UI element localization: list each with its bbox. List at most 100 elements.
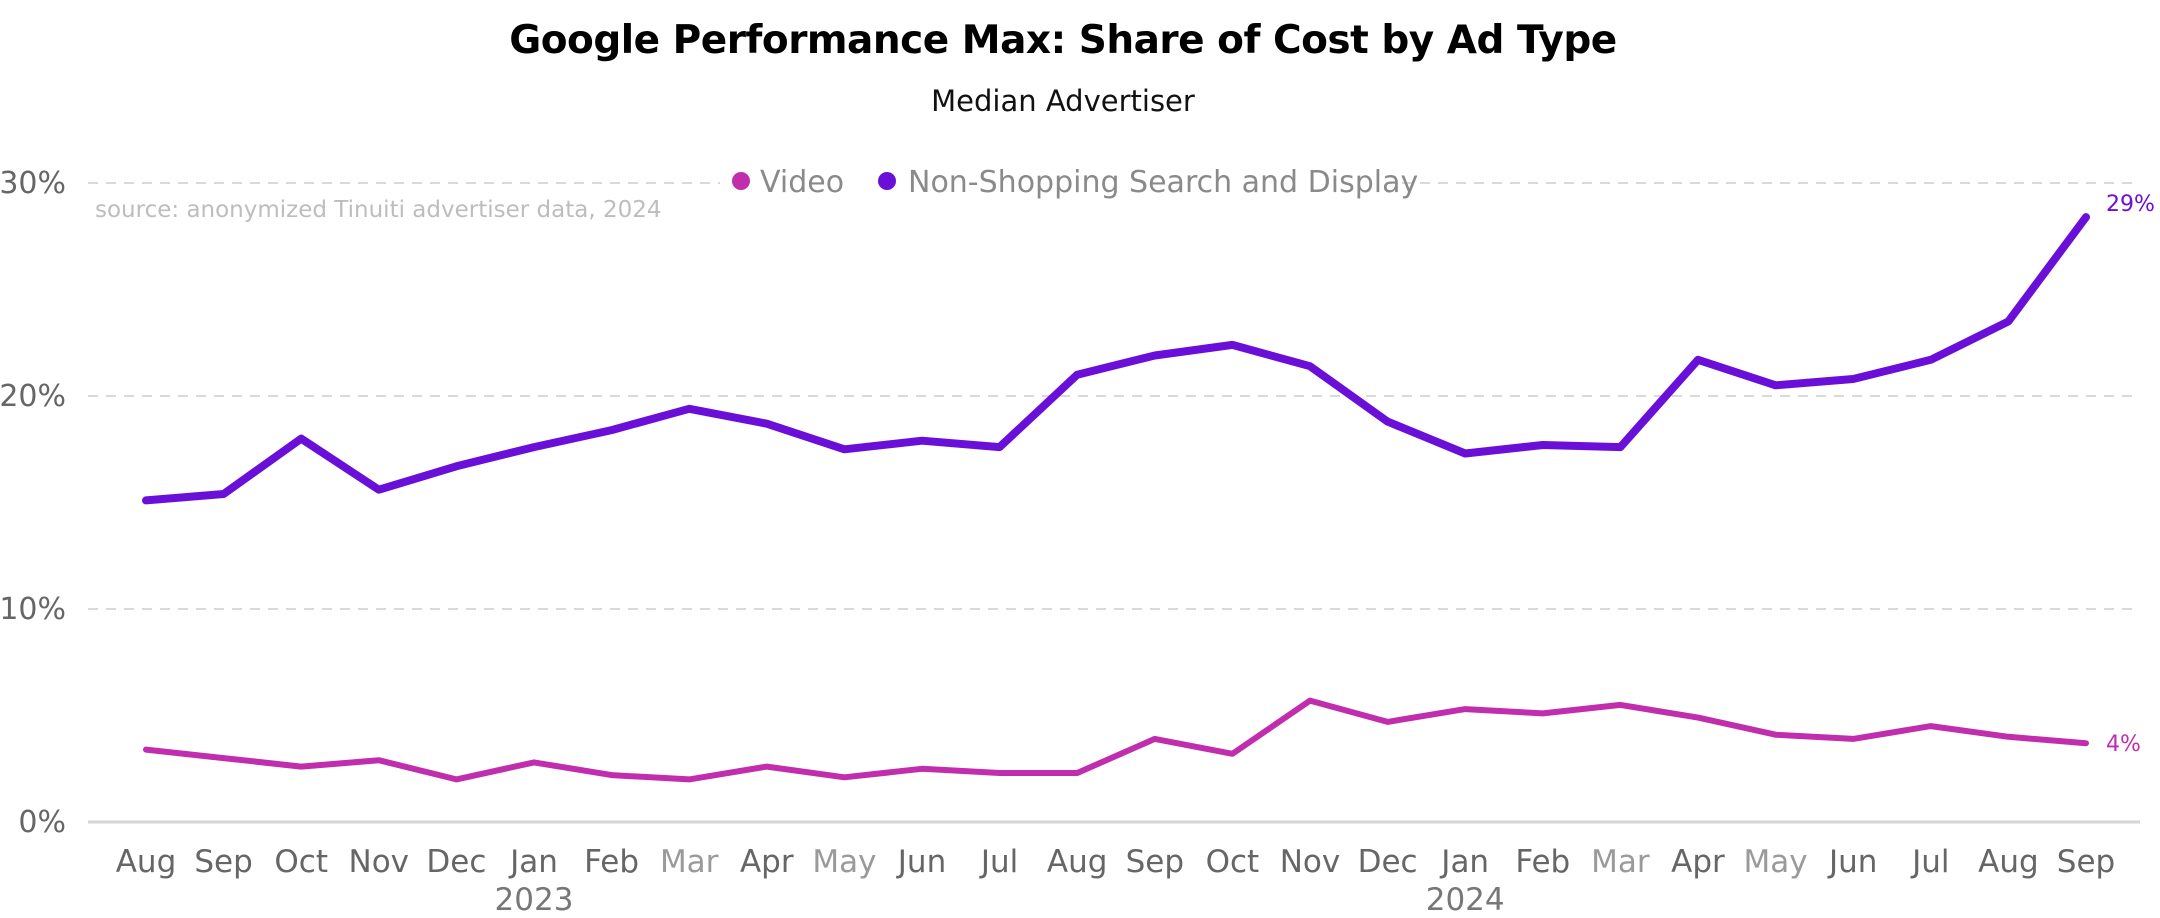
x-tick-label: Oct	[1206, 844, 1260, 880]
x-tick-label: May	[1744, 844, 1808, 880]
data-point	[1074, 770, 1080, 776]
series-lines	[142, 213, 2090, 783]
x-tick-label: Dec	[1358, 844, 1418, 880]
data-point	[2083, 214, 2089, 220]
legend-marker-non-shopping	[878, 172, 896, 190]
data-point	[298, 436, 304, 442]
legend-label-video: Video	[760, 165, 844, 200]
x-tick-label: Nov	[349, 844, 410, 880]
chart-title: Google Performance Max: Share of Cost by…	[509, 18, 1617, 63]
data-point	[764, 421, 770, 427]
data-point	[919, 766, 925, 772]
x-tick-label: Mar	[660, 844, 719, 880]
data-point	[686, 776, 692, 782]
data-point	[531, 444, 537, 450]
legend-label-non-shopping: Non-Shopping Search and Display	[908, 165, 1418, 200]
data-point	[919, 438, 925, 444]
data-point	[1773, 382, 1779, 388]
x-tick-label: Apr	[1671, 844, 1725, 880]
data-point	[841, 774, 847, 780]
x-tick-label: Jul	[979, 844, 1018, 880]
data-point	[298, 764, 304, 770]
y-tick-label: 20%	[0, 379, 66, 414]
year-label: 2023	[495, 882, 574, 918]
data-point	[997, 444, 1003, 450]
data-point	[841, 446, 847, 452]
data-point	[686, 406, 692, 412]
x-tick-label: Jun	[1827, 844, 1877, 880]
end-value-label: 4%	[2106, 732, 2141, 757]
legend-background	[720, 160, 1400, 204]
gridlines	[88, 182, 2140, 824]
data-point	[609, 772, 615, 778]
series-line-non-shopping	[142, 213, 2090, 505]
data-point	[1462, 706, 1468, 712]
data-point	[1152, 736, 1158, 742]
x-tick-label: Oct	[274, 844, 328, 880]
x-tick-label: Sep	[1126, 844, 1184, 880]
data-point	[1152, 353, 1158, 359]
data-point	[453, 776, 459, 782]
x-tick-label: Aug	[1047, 844, 1108, 880]
y-tick-label: 0%	[18, 805, 66, 840]
end-labels: 4% 29%	[2106, 192, 2155, 757]
data-point	[1307, 698, 1313, 704]
data-point	[1229, 342, 1235, 348]
data-point	[1928, 357, 1934, 363]
y-tick-label: 30%	[0, 166, 66, 201]
x-tick-label: Jul	[1910, 844, 1949, 880]
data-point	[1540, 710, 1546, 716]
data-point	[1307, 363, 1313, 369]
data-point	[1617, 702, 1623, 708]
x-tick-label: Mar	[1591, 844, 1650, 880]
data-point	[609, 427, 615, 433]
x-tick-label: Jun	[896, 844, 946, 880]
end-value-label: 29%	[2106, 192, 2155, 217]
x-tick-label: Dec	[426, 844, 486, 880]
data-point	[376, 487, 382, 493]
x-tick-label: Sep	[2057, 844, 2115, 880]
series-line-video	[143, 697, 2089, 783]
x-tick-label: Aug	[1978, 844, 2039, 880]
data-point	[1540, 442, 1546, 448]
data-point	[2005, 734, 2011, 740]
data-point	[1850, 736, 1856, 742]
x-axis: Aug Sep Oct Nov Dec Jan Feb Mar Apr May Jun Jul Aug S…	[116, 844, 2115, 918]
x-tick-label: Jan	[508, 844, 558, 880]
data-point	[2083, 740, 2089, 746]
x-tick-label: Sep	[194, 844, 252, 880]
data-point	[997, 770, 1003, 776]
data-point	[1229, 751, 1235, 757]
source-note: source: anonymized Tinuiti advertiser da…	[95, 197, 661, 223]
x-tick-label: Nov	[1280, 844, 1341, 880]
data-point	[1850, 376, 1856, 382]
data-point	[1385, 719, 1391, 725]
x-tick-label: Feb	[584, 844, 639, 880]
legend-marker-video	[732, 172, 750, 190]
data-point	[143, 497, 149, 503]
data-point	[1773, 732, 1779, 738]
data-point	[764, 764, 770, 770]
data-point	[1928, 723, 1934, 729]
data-point	[2005, 318, 2011, 324]
x-tick-label: Aug	[116, 844, 177, 880]
x-tick-label: Jan	[1439, 844, 1489, 880]
data-point	[531, 759, 537, 765]
data-point	[1695, 715, 1701, 721]
data-point	[1385, 419, 1391, 425]
x-tick-label: May	[812, 844, 876, 880]
x-tick-label: Apr	[740, 844, 794, 880]
year-label: 2024	[1426, 882, 1505, 918]
y-axis: 0% 10% 20% 30%	[0, 166, 66, 840]
y-tick-label: 10%	[0, 592, 66, 627]
data-point	[221, 491, 227, 497]
x-tick-label: Feb	[1515, 844, 1570, 880]
data-point	[376, 757, 382, 763]
data-point	[1462, 451, 1468, 457]
data-point	[143, 747, 149, 753]
legend: Video Non-Shopping Search and Display	[720, 160, 1418, 204]
chart-subtitle: Median Advertiser	[931, 84, 1195, 118]
data-point	[1695, 357, 1701, 363]
data-point	[1074, 372, 1080, 378]
